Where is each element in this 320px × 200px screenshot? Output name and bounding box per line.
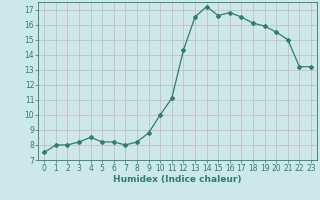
X-axis label: Humidex (Indice chaleur): Humidex (Indice chaleur) [113,175,242,184]
